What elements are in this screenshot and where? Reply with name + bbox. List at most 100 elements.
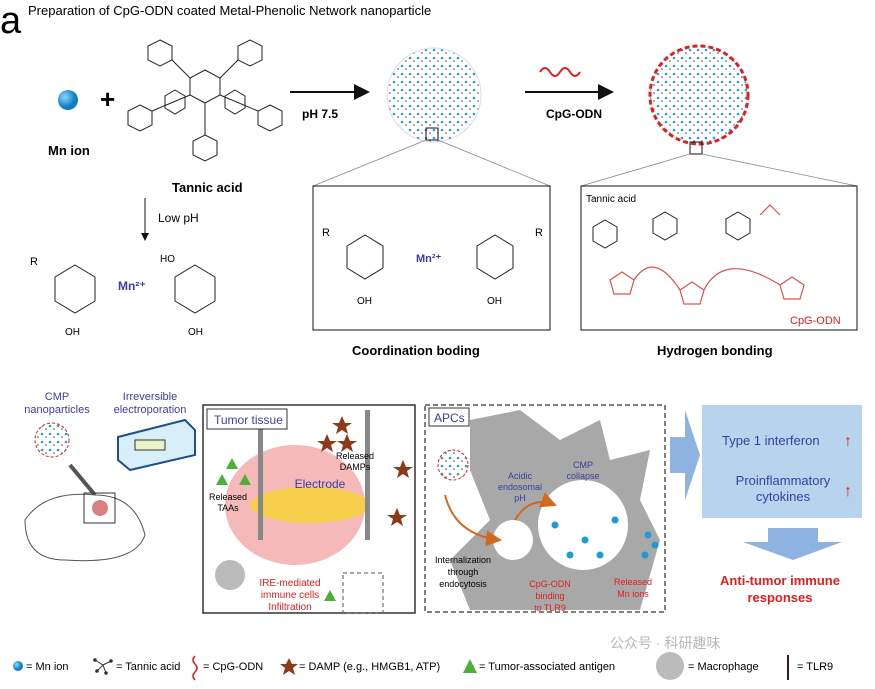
svg-text:R: R [30, 256, 38, 268]
panel-label: a [0, 0, 22, 42]
zoom-box [425, 127, 439, 141]
svg-text:cytokines: cytokines [756, 489, 811, 504]
coordination-caption: Coordination boding [352, 343, 480, 358]
endosome [493, 520, 533, 560]
svg-text:pH: pH [514, 493, 526, 503]
hydrogen-box [580, 185, 858, 331]
mn-ion-label: Mn ion [48, 143, 90, 158]
hb-cpg-label: CpG-ODN [790, 315, 841, 327]
legend: = Mn ion = Tannic acid = CpG-ODN = DAMP … [13, 635, 833, 681]
type1-ifn-label: Type 1 interferon [722, 433, 820, 448]
cpg-odn-icon [539, 67, 581, 77]
svg-text:Infiltration: Infiltration [268, 602, 311, 613]
zoom-box [689, 141, 703, 155]
outcome-box [702, 405, 862, 518]
svg-text:R: R [322, 227, 330, 239]
svg-text:OH: OH [65, 327, 80, 338]
svg-text:= Tannic acid: = Tannic acid [116, 661, 180, 673]
svg-text:immune cells: immune cells [261, 590, 319, 601]
svg-text:Mn ions: Mn ions [617, 589, 649, 599]
coordination-structure: R R Mn²⁺ OH OH [322, 227, 543, 307]
svg-text:OH: OH [188, 327, 203, 338]
tumor-icon [92, 500, 108, 516]
svg-text:binding: binding [535, 591, 564, 601]
released-mn-label: Released [614, 577, 652, 587]
svg-text:= Macrophage: = Macrophage [688, 661, 759, 673]
mouse-icon [24, 493, 146, 562]
up-arrow-icon: ↑ [844, 433, 852, 450]
mn-ion-icon [58, 90, 78, 110]
plus-sign: + [100, 84, 115, 114]
tannic-acid-label: Tannic acid [172, 180, 243, 195]
cmp-nanoparticle-icon [34, 422, 70, 458]
watermark: 公众号 · 科研趣味 [610, 635, 720, 651]
svg-text:= Mn ion: = Mn ion [26, 661, 69, 673]
up-arrow-icon: ↑ [844, 483, 852, 500]
low-ph-label: Low pH [158, 211, 199, 225]
coordination-box [312, 185, 551, 331]
internalization-label: Internalization [435, 555, 491, 565]
svg-text:nanoparticles: nanoparticles [24, 404, 90, 416]
svg-text:responses: responses [747, 590, 812, 605]
damp-star-icon [280, 658, 298, 675]
cmp-label: CMP [45, 391, 69, 403]
zoom-box [83, 492, 116, 524]
syringe-icon [68, 463, 97, 497]
svg-text:= CpG-ODN: = CpG-ODN [203, 661, 263, 673]
svg-text:= DAMP (e.g., HMGB1, ATP): = DAMP (e.g., HMGB1, ATP) [299, 661, 440, 673]
electric-field [250, 487, 370, 523]
svg-text:TAAs: TAAs [217, 503, 239, 513]
antigen-triangle-icon [463, 659, 477, 673]
figure-title: Preparation of CpG-ODN coated Metal-Phen… [28, 3, 431, 18]
hb-structure [592, 211, 751, 249]
macrophage-icon [215, 560, 245, 590]
tumor-tissue-title: Tumor tissue [214, 413, 283, 427]
svg-text:through: through [448, 567, 479, 577]
electrode-label: Electrode [295, 477, 346, 491]
taa-triangles [216, 458, 336, 601]
svg-text:to TLR9: to TLR9 [534, 603, 566, 613]
damp-stars [317, 416, 413, 526]
cpg-odn-icon [192, 655, 198, 681]
mn-ion-icon [13, 661, 23, 671]
released-taas-label: Released [209, 492, 247, 502]
ire-label: Irreversible [123, 391, 177, 403]
hb-tannic-label: Tannic acid [586, 194, 636, 205]
svg-text:Mn²⁺: Mn²⁺ [118, 279, 146, 293]
blue-arrow-right [670, 410, 700, 500]
proinflammatory-label: Proinflammatory [736, 473, 831, 488]
svg-text:endocytosis: endocytosis [439, 579, 487, 589]
tannic-acid-structure [127, 39, 283, 162]
svg-text:collapse: collapse [566, 471, 599, 481]
electrode-right [365, 410, 370, 540]
svg-text:OH: OH [357, 296, 372, 307]
svg-text:= TLR9: = TLR9 [797, 661, 833, 673]
hydrogen-caption: Hydrogen bonding [657, 343, 773, 358]
released-mn-ions [551, 516, 659, 559]
blue-arrow-down [743, 528, 842, 560]
cmp-nanoparticle [648, 44, 750, 146]
macrophage-icon [656, 652, 684, 680]
cpg-step-label: CpG-ODN [546, 107, 602, 121]
ph75-label: pH 7.5 [302, 107, 338, 121]
apc-title: APCs [434, 411, 465, 425]
ire-mediated-label: IRE-mediated [259, 578, 320, 589]
svg-text:R: R [535, 227, 543, 239]
released-damps-label: Released [336, 451, 374, 461]
outcome-label: Anti-tumor immune [720, 573, 840, 588]
svg-text:endosomal: endosomal [498, 482, 542, 492]
cpg-binding-label: CpG-ODN [529, 579, 571, 589]
svg-text:DAMPs: DAMPs [340, 462, 371, 472]
svg-text:OH: OH [487, 296, 502, 307]
collapse-vesicle [538, 480, 628, 570]
svg-text:electroporation: electroporation [114, 404, 187, 416]
mpn-nanoparticle [386, 47, 482, 143]
tannic-acid-icon [93, 658, 113, 675]
electrode-left [258, 410, 263, 540]
acidic-ph-label: Acidic [508, 471, 533, 481]
svg-text:Mn²⁺: Mn²⁺ [416, 253, 442, 265]
electroporator-device [117, 418, 196, 472]
svg-text:= Tumor-associated antigen: = Tumor-associated antigen [479, 661, 615, 673]
svg-text:HO: HO [160, 254, 175, 265]
